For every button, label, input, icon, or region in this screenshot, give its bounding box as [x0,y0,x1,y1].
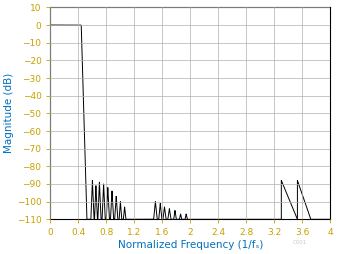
Y-axis label: Magnitude (dB): Magnitude (dB) [4,73,14,153]
X-axis label: Normalized Frequency (1/fₛ): Normalized Frequency (1/fₛ) [118,240,263,250]
Text: C001: C001 [293,240,307,245]
